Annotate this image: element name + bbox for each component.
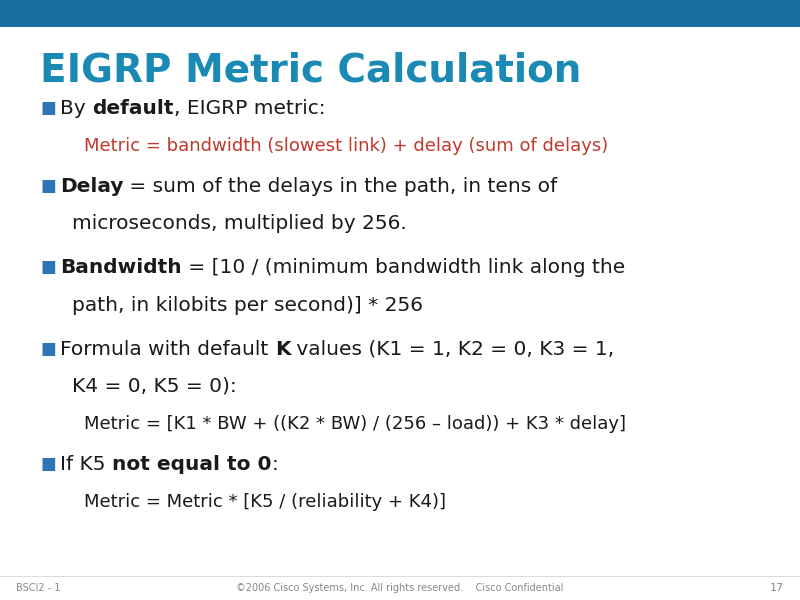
Text: BSCI2 - 1: BSCI2 - 1 (16, 583, 61, 593)
Text: = sum of the delays in the path, in tens of: = sum of the delays in the path, in tens… (123, 177, 558, 196)
Text: K: K (274, 340, 290, 359)
Text: If K5: If K5 (60, 455, 112, 474)
Text: values (K1 = 1, K2 = 0, K3 = 1,: values (K1 = 1, K2 = 0, K3 = 1, (290, 340, 614, 359)
Text: not equal to 0: not equal to 0 (112, 455, 271, 474)
Text: 17: 17 (770, 583, 784, 593)
FancyBboxPatch shape (0, 0, 800, 27)
Text: :: : (271, 455, 278, 474)
Text: = [10 / (minimum bandwidth link along the: = [10 / (minimum bandwidth link along th… (182, 259, 625, 277)
Text: Metric = bandwidth (slowest link) + delay (sum of delays): Metric = bandwidth (slowest link) + dela… (84, 137, 608, 155)
Text: , EIGRP metric:: , EIGRP metric: (174, 99, 325, 118)
Text: ■: ■ (40, 177, 56, 195)
Text: Delay: Delay (60, 177, 123, 196)
Text: ©2006 Cisco Systems, Inc. All rights reserved.    Cisco Confidential: ©2006 Cisco Systems, Inc. All rights res… (236, 583, 564, 593)
Text: By: By (60, 99, 92, 118)
Text: path, in kilobits per second)] * 256: path, in kilobits per second)] * 256 (72, 296, 423, 314)
Text: ■: ■ (40, 259, 56, 277)
Text: Formula with default: Formula with default (60, 340, 274, 359)
Text: EIGRP Metric Calculation: EIGRP Metric Calculation (40, 51, 582, 89)
Text: Metric = Metric * [K5 / (reliability + K4)]: Metric = Metric * [K5 / (reliability + K… (84, 493, 446, 511)
Text: microseconds, multiplied by 256.: microseconds, multiplied by 256. (72, 214, 406, 233)
Text: ■: ■ (40, 99, 56, 117)
Text: ■: ■ (40, 455, 56, 473)
Text: K4 = 0, K5 = 0):: K4 = 0, K5 = 0): (72, 377, 237, 396)
Text: default: default (92, 99, 174, 118)
Text: Metric = [K1 * BW + ((K2 * BW) / (256 – load)) + K3 * delay]: Metric = [K1 * BW + ((K2 * BW) / (256 – … (84, 415, 626, 433)
Text: ■: ■ (40, 340, 56, 358)
Text: Bandwidth: Bandwidth (60, 259, 182, 277)
